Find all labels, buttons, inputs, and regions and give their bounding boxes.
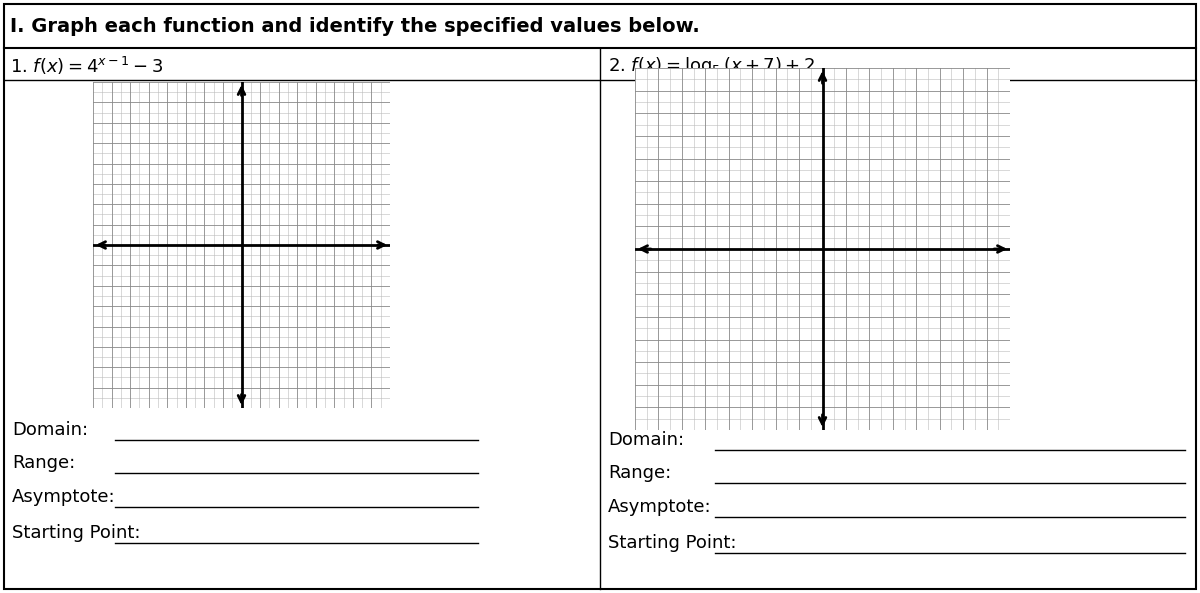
Text: 1. $f(x) = 4^{x-1} - 3$: 1. $f(x) = 4^{x-1} - 3$ — [10, 55, 163, 77]
Text: Domain:: Domain: — [608, 431, 684, 449]
Text: Range:: Range: — [608, 464, 671, 482]
Text: I. Graph each function and identify the specified values below.: I. Graph each function and identify the … — [10, 18, 700, 37]
Text: Asymptote:: Asymptote: — [12, 488, 115, 506]
Text: Domain:: Domain: — [12, 421, 88, 439]
Text: Range:: Range: — [12, 454, 76, 472]
Text: Starting Point:: Starting Point: — [608, 534, 737, 552]
Text: Asymptote:: Asymptote: — [608, 498, 712, 516]
Text: Starting Point:: Starting Point: — [12, 524, 140, 542]
Text: 2. $f(x) = \log_5(x + 7) + 2$: 2. $f(x) = \log_5(x + 7) + 2$ — [608, 55, 815, 77]
